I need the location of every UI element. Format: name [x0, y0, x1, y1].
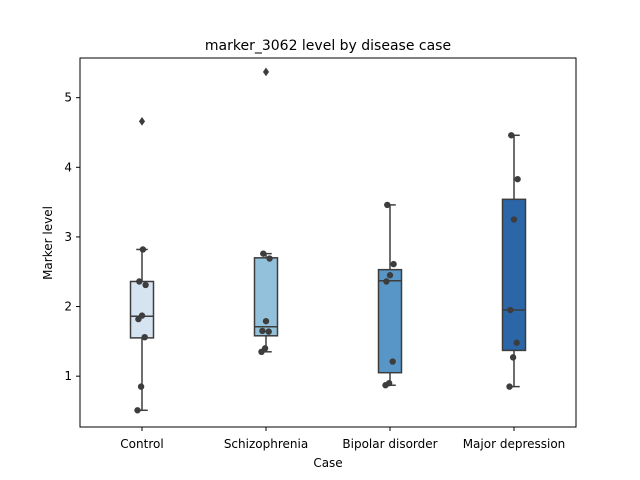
data-point — [389, 358, 396, 365]
y-tick-label: 4 — [64, 160, 72, 174]
data-point — [506, 383, 513, 390]
box-group — [377, 204, 403, 386]
x-axis: Control Schizophrenia Bipolar disorder Majo… — [120, 427, 565, 451]
x-axis-label: Case — [313, 456, 342, 470]
data-point — [513, 339, 520, 346]
y-axis-label: Marker level — [41, 206, 55, 280]
data-point — [259, 327, 266, 335]
box-group — [501, 134, 527, 388]
plot-frame — [79, 57, 577, 428]
data-point — [139, 246, 147, 253]
chart-title: marker_3062 level by disease case — [205, 38, 451, 54]
data-point — [386, 272, 394, 279]
data-point — [385, 379, 393, 387]
y-axis: 1 2 3 4 5 — [64, 91, 80, 383]
data-point — [142, 281, 149, 289]
data-point — [384, 201, 391, 209]
data-point — [261, 345, 269, 352]
data-point — [138, 312, 146, 319]
data-point — [134, 407, 141, 414]
box-group — [129, 116, 155, 412]
data-point — [507, 306, 514, 314]
box — [377, 268, 403, 374]
data-point — [141, 333, 148, 341]
data-point — [383, 278, 390, 285]
data-point — [260, 250, 267, 257]
data-point — [390, 260, 397, 268]
box — [501, 198, 527, 352]
data-point — [510, 216, 518, 223]
data-point — [509, 354, 517, 361]
box — [253, 257, 279, 337]
plot-area — [129, 67, 527, 414]
data-point — [137, 383, 145, 390]
box — [129, 280, 155, 339]
y-tick-label: 5 — [64, 91, 72, 105]
data-point — [136, 278, 143, 285]
x-tick-label: Schizophrenia — [224, 437, 308, 451]
data-point — [514, 175, 521, 183]
x-tick-label: Major depression — [463, 437, 566, 451]
box-group — [253, 67, 279, 353]
x-tick-label: Control — [120, 437, 163, 451]
data-point — [508, 132, 515, 139]
y-tick-label: 2 — [64, 300, 72, 314]
outlier-marker — [262, 67, 270, 77]
data-point — [265, 328, 272, 335]
y-tick-label: 3 — [64, 230, 72, 244]
y-tick-label: 1 — [64, 369, 72, 383]
data-point — [262, 317, 270, 325]
x-tick-label: Bipolar disorder — [342, 437, 437, 451]
data-point — [266, 255, 273, 262]
outlier-marker — [138, 116, 146, 126]
